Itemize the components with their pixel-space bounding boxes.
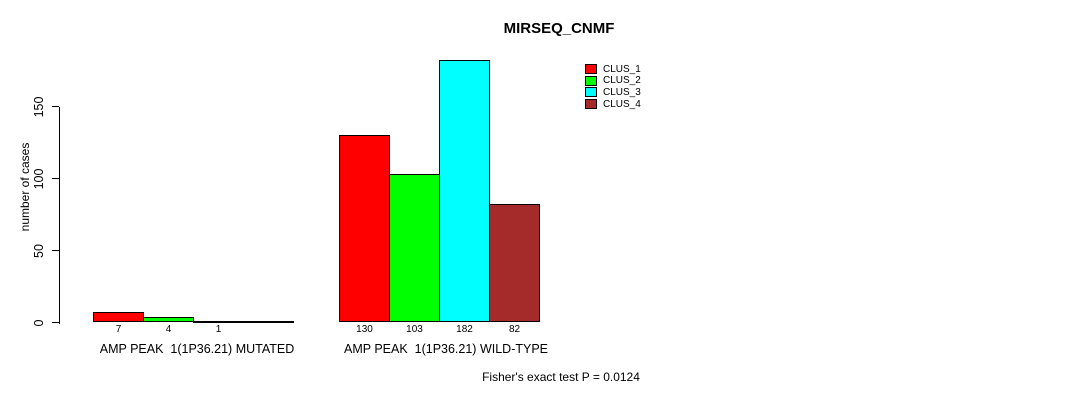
legend-swatch-clus_4 [585,99,597,110]
legend-swatch-clus_2 [585,75,597,86]
legend-swatch-clus_3 [585,87,597,98]
bar-clus_1-group1 [93,312,144,323]
bar-clus_3-group1 [193,320,244,323]
y-axis-label: number of cases [18,142,32,232]
legend-label: CLUS_4 [603,98,641,110]
bar-value-label: 82 [508,324,521,335]
bar-value-label: 130 [356,324,373,335]
bar-clus_1-group2 [339,135,390,323]
bar-clus_4-group1 [243,320,294,323]
y-tick-label: 50 [32,243,46,258]
y-tick [52,105,59,108]
bar-clus_4-group2 [489,204,540,323]
group-label: AMP PEAK 1(1P36.21) MUTATED [99,342,295,356]
y-tick [52,177,59,180]
bar-clus_2-group2 [389,174,440,323]
y-tick [52,321,59,324]
bar-clus_3-group2 [439,60,490,323]
legend-label: CLUS_2 [603,75,641,87]
fisher-test-annotation: Fisher's exact test P = 0.0124 [482,370,640,384]
bar-value-label: 103 [406,324,423,335]
bar-value-label: 4 [165,324,172,335]
y-tick [52,249,59,252]
bar-clus_2-group1 [143,316,194,323]
bar-value-label: 1 [215,324,222,335]
y-tick-label: 0 [32,319,46,326]
legend-swatch-clus_1 [585,64,597,74]
y-tick-label: 150 [32,96,46,117]
bar-value-label: 182 [456,324,473,335]
bar-value-label: 7 [115,324,122,335]
chart-title: MIRSEQ_CNMF [503,20,615,37]
legend-label: CLUS_3 [603,86,641,98]
legend-label: CLUS_1 [603,63,641,75]
group-label: AMP PEAK 1(1P36.21) WILD-TYPE [343,342,549,356]
y-tick-label: 100 [32,168,46,189]
y-axis-line [59,106,61,324]
